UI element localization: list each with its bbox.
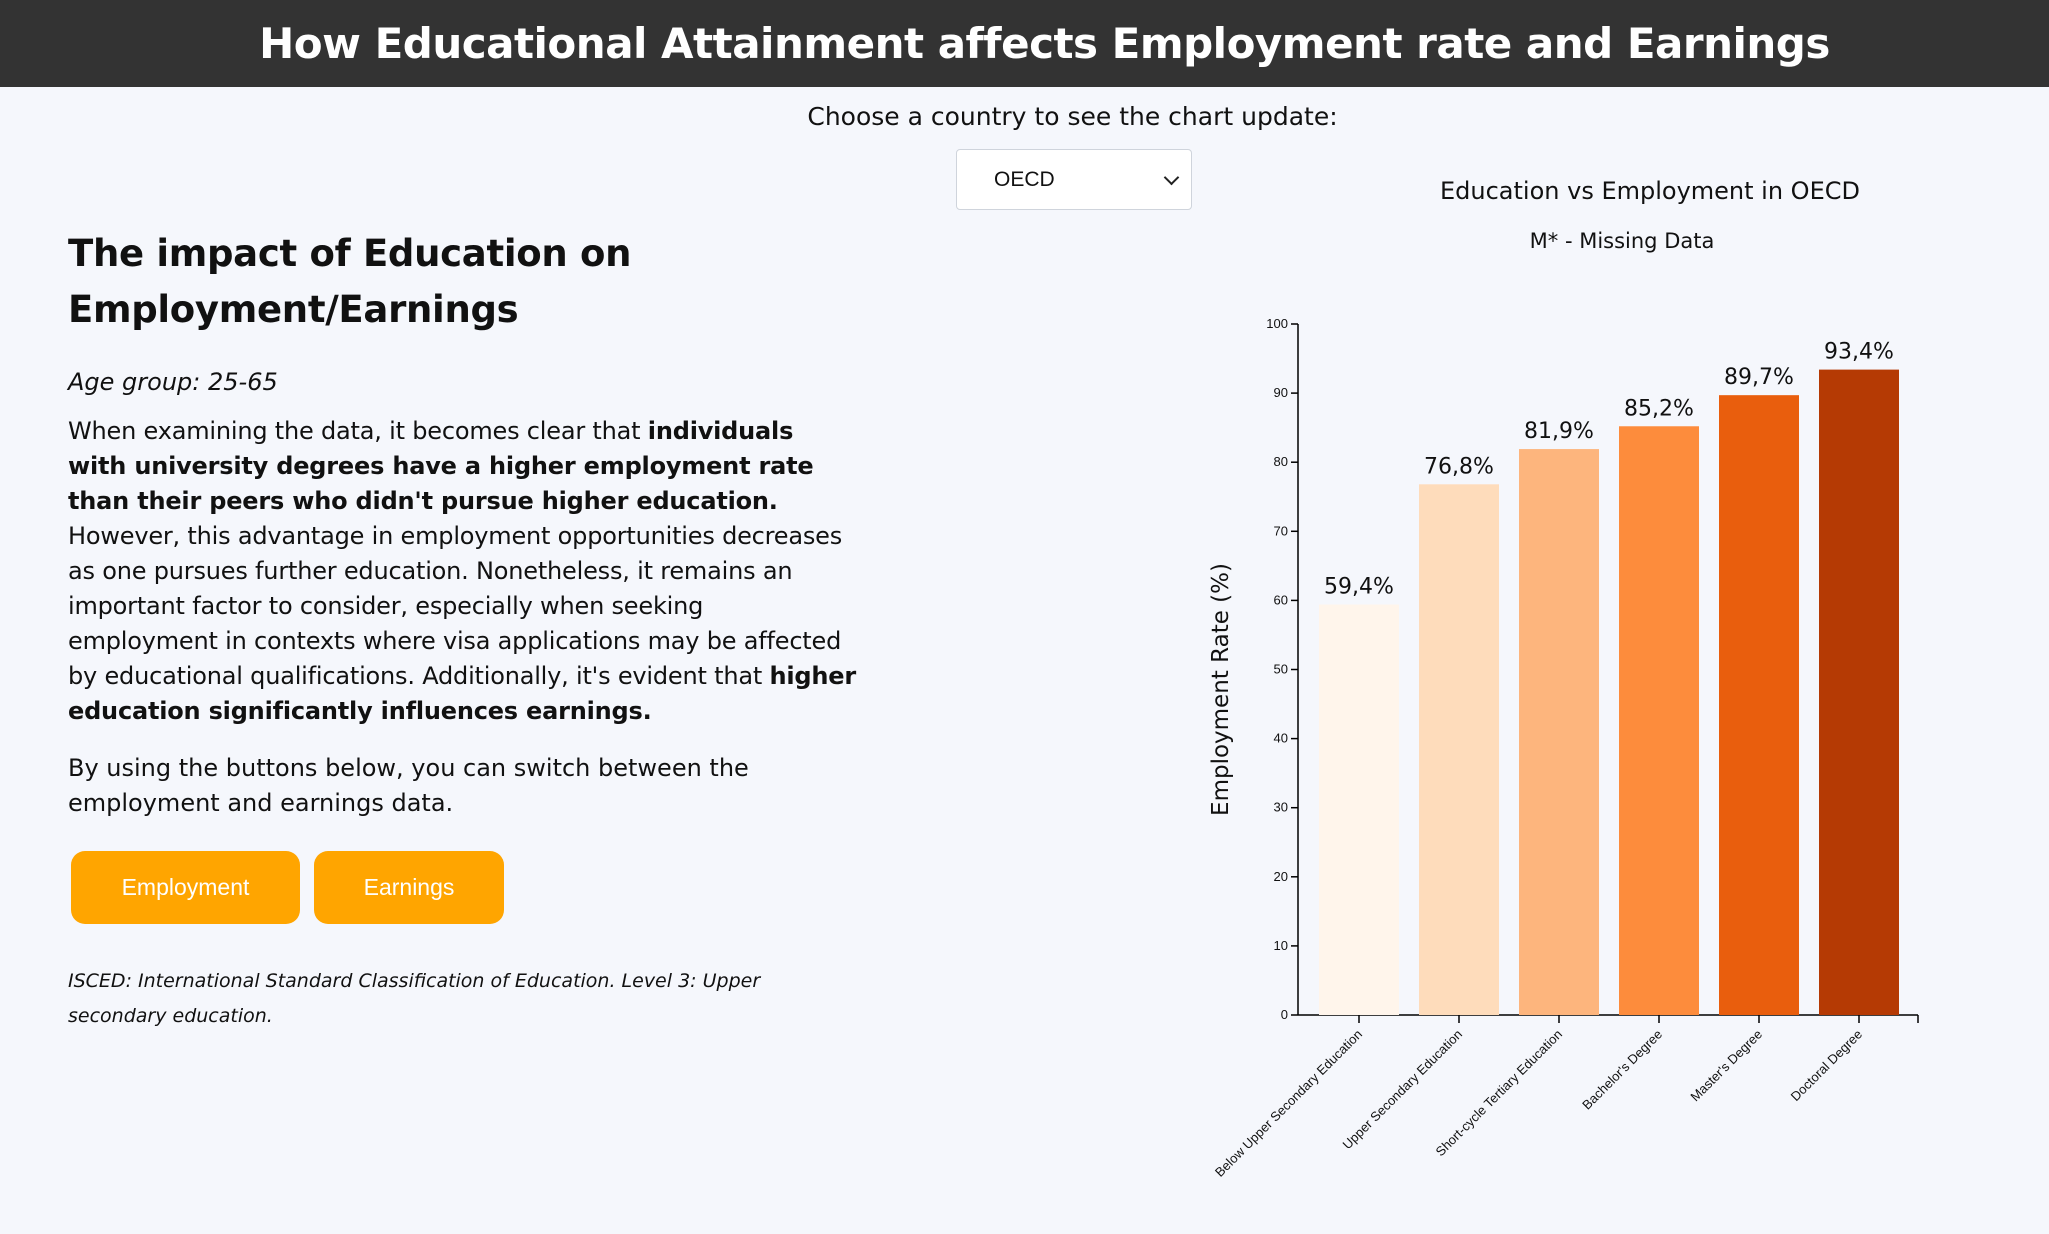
y-tick-label: 10 [1274, 938, 1288, 953]
bar-value-label: 93,4% [1824, 340, 1894, 365]
y-tick-label: 20 [1274, 869, 1288, 884]
age-label: Age group [68, 368, 193, 396]
bar-value-label: 85,2% [1624, 396, 1694, 421]
page-title: How Educational Attainment affects Emplo… [259, 19, 1830, 68]
x-category-label: Master's Degree [1687, 1027, 1765, 1105]
x-category-label: Bachelor's Degree [1579, 1027, 1665, 1113]
x-category-label: Upper Secondary Education [1340, 1027, 1466, 1153]
y-tick-label: 80 [1274, 454, 1288, 469]
bar-value-label: 81,9% [1524, 419, 1594, 444]
chart-subtitle: M* - Missing Data [1529, 229, 1715, 253]
page-header: How Educational Attainment affects Emplo… [0, 0, 2049, 87]
bar-value-label: 89,7% [1724, 365, 1794, 390]
para-bold-1: individuals with university degrees have… [68, 417, 814, 515]
section-heading-line2: Employment/Earnings [68, 288, 519, 331]
bar [1419, 484, 1499, 1015]
bar-value-label: 76,8% [1424, 454, 1494, 479]
description-paragraph: When examining the data, it becomes clea… [68, 414, 858, 729]
country-select[interactable]: OECD [956, 149, 1192, 210]
bar [1819, 369, 1899, 1015]
y-tick-label: 30 [1274, 800, 1288, 815]
chevron-down-icon [1163, 169, 1180, 186]
y-tick-label: 50 [1274, 662, 1288, 677]
bar [1319, 604, 1399, 1015]
isced-note: ISCED: International Standard Classifica… [68, 970, 761, 1027]
earnings-button[interactable]: Earnings [314, 851, 504, 924]
x-category-label: Doctoral Degree [1788, 1027, 1866, 1105]
para-bold-2: higher education significantly influence… [68, 662, 856, 725]
employment-button[interactable]: Employment [71, 851, 300, 924]
age-value: : 25-65 [192, 368, 278, 396]
employment-bar-chart: 0 10 20 30 40 50 60 70 80 90 100 Employment Rate (%… [1208, 316, 1919, 1180]
bar [1619, 426, 1699, 1015]
y-tick-label: 0 [1281, 1007, 1288, 1022]
country-select-value: OECD [994, 167, 1055, 191]
country-prompt: Choose a country to see the chart update… [807, 102, 1338, 131]
para-text-1: When examining the data, it becomes clea… [68, 417, 648, 445]
bar-value-label: 59,4% [1324, 575, 1394, 600]
para-text-2: However, this advantage in employment op… [68, 522, 843, 690]
instruction-paragraph: By using the buttons below, you can swit… [68, 754, 749, 817]
chart-title: Education vs Employment in OECD [1440, 177, 1860, 205]
bar [1719, 395, 1799, 1016]
toggle-buttons: Employment Earnings [68, 851, 858, 924]
y-tick-label: 90 [1274, 385, 1288, 400]
section-heading-line1: The impact of Education on [68, 232, 632, 275]
age-group: Age group: 25-65 [68, 368, 858, 396]
x-category-label: Below Upper Secondary Education [1212, 1027, 1365, 1180]
description-panel: The impact of Education on Employment/Ea… [68, 226, 858, 1034]
bar [1519, 449, 1599, 1015]
y-tick-label: 60 [1274, 592, 1288, 607]
section-heading: The impact of Education on Employment/Ea… [68, 226, 858, 338]
y-tick-label: 100 [1266, 316, 1288, 331]
y-tick-label: 40 [1274, 731, 1288, 746]
y-tick-label: 70 [1274, 523, 1288, 538]
y-axis-label: Employment Rate (%) [1208, 563, 1234, 816]
